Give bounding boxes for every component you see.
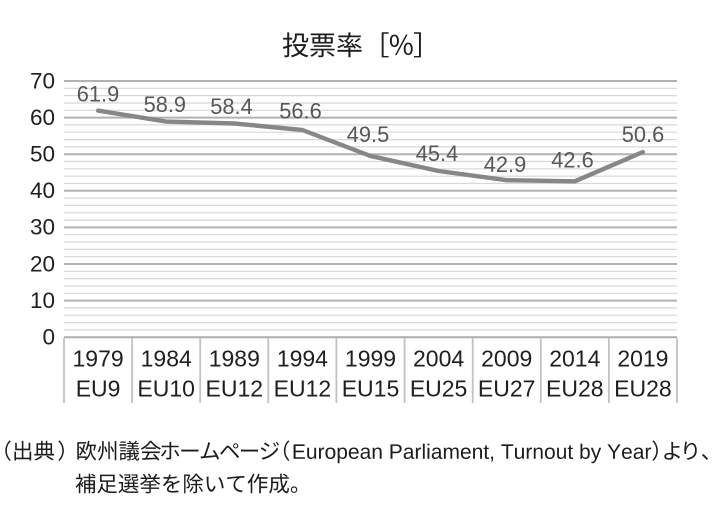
svg-text:EU12: EU12 [206, 375, 264, 401]
svg-text:EU28: EU28 [546, 375, 604, 401]
svg-text:EU10: EU10 [137, 375, 195, 401]
svg-text:2009: 2009 [481, 346, 532, 372]
svg-text:1989: 1989 [209, 346, 260, 372]
svg-text:EU28: EU28 [614, 375, 672, 401]
svg-text:EU12: EU12 [274, 375, 332, 401]
svg-text:58.9: 58.9 [144, 92, 186, 117]
svg-text:40: 40 [30, 178, 55, 203]
svg-text:42.6: 42.6 [551, 147, 593, 172]
svg-text:50: 50 [30, 142, 55, 167]
svg-text:42.9: 42.9 [484, 152, 526, 177]
svg-text:30: 30 [30, 215, 55, 240]
svg-text:50.6: 50.6 [622, 122, 664, 147]
svg-text:20: 20 [30, 251, 55, 276]
svg-text:58.4: 58.4 [210, 94, 252, 119]
svg-text:1979: 1979 [73, 346, 124, 372]
svg-text:61.9: 61.9 [77, 81, 119, 106]
svg-text:2019: 2019 [617, 346, 668, 372]
svg-text:EU9: EU9 [76, 375, 121, 401]
svg-text:45.4: 45.4 [416, 141, 458, 166]
svg-text:1984: 1984 [141, 346, 192, 372]
svg-text:60: 60 [30, 105, 55, 130]
svg-text:0: 0 [42, 325, 55, 350]
svg-text:70: 70 [30, 68, 55, 93]
svg-text:EU27: EU27 [478, 375, 536, 401]
svg-text:2014: 2014 [549, 346, 600, 372]
svg-text:49.5: 49.5 [347, 122, 389, 147]
svg-text:56.6: 56.6 [279, 99, 321, 124]
svg-text:10: 10 [30, 288, 55, 313]
svg-text:EU15: EU15 [342, 375, 400, 401]
svg-text:2004: 2004 [413, 346, 464, 372]
svg-text:EU25: EU25 [410, 375, 468, 401]
svg-text:1999: 1999 [345, 346, 396, 372]
svg-text:1994: 1994 [277, 346, 328, 372]
